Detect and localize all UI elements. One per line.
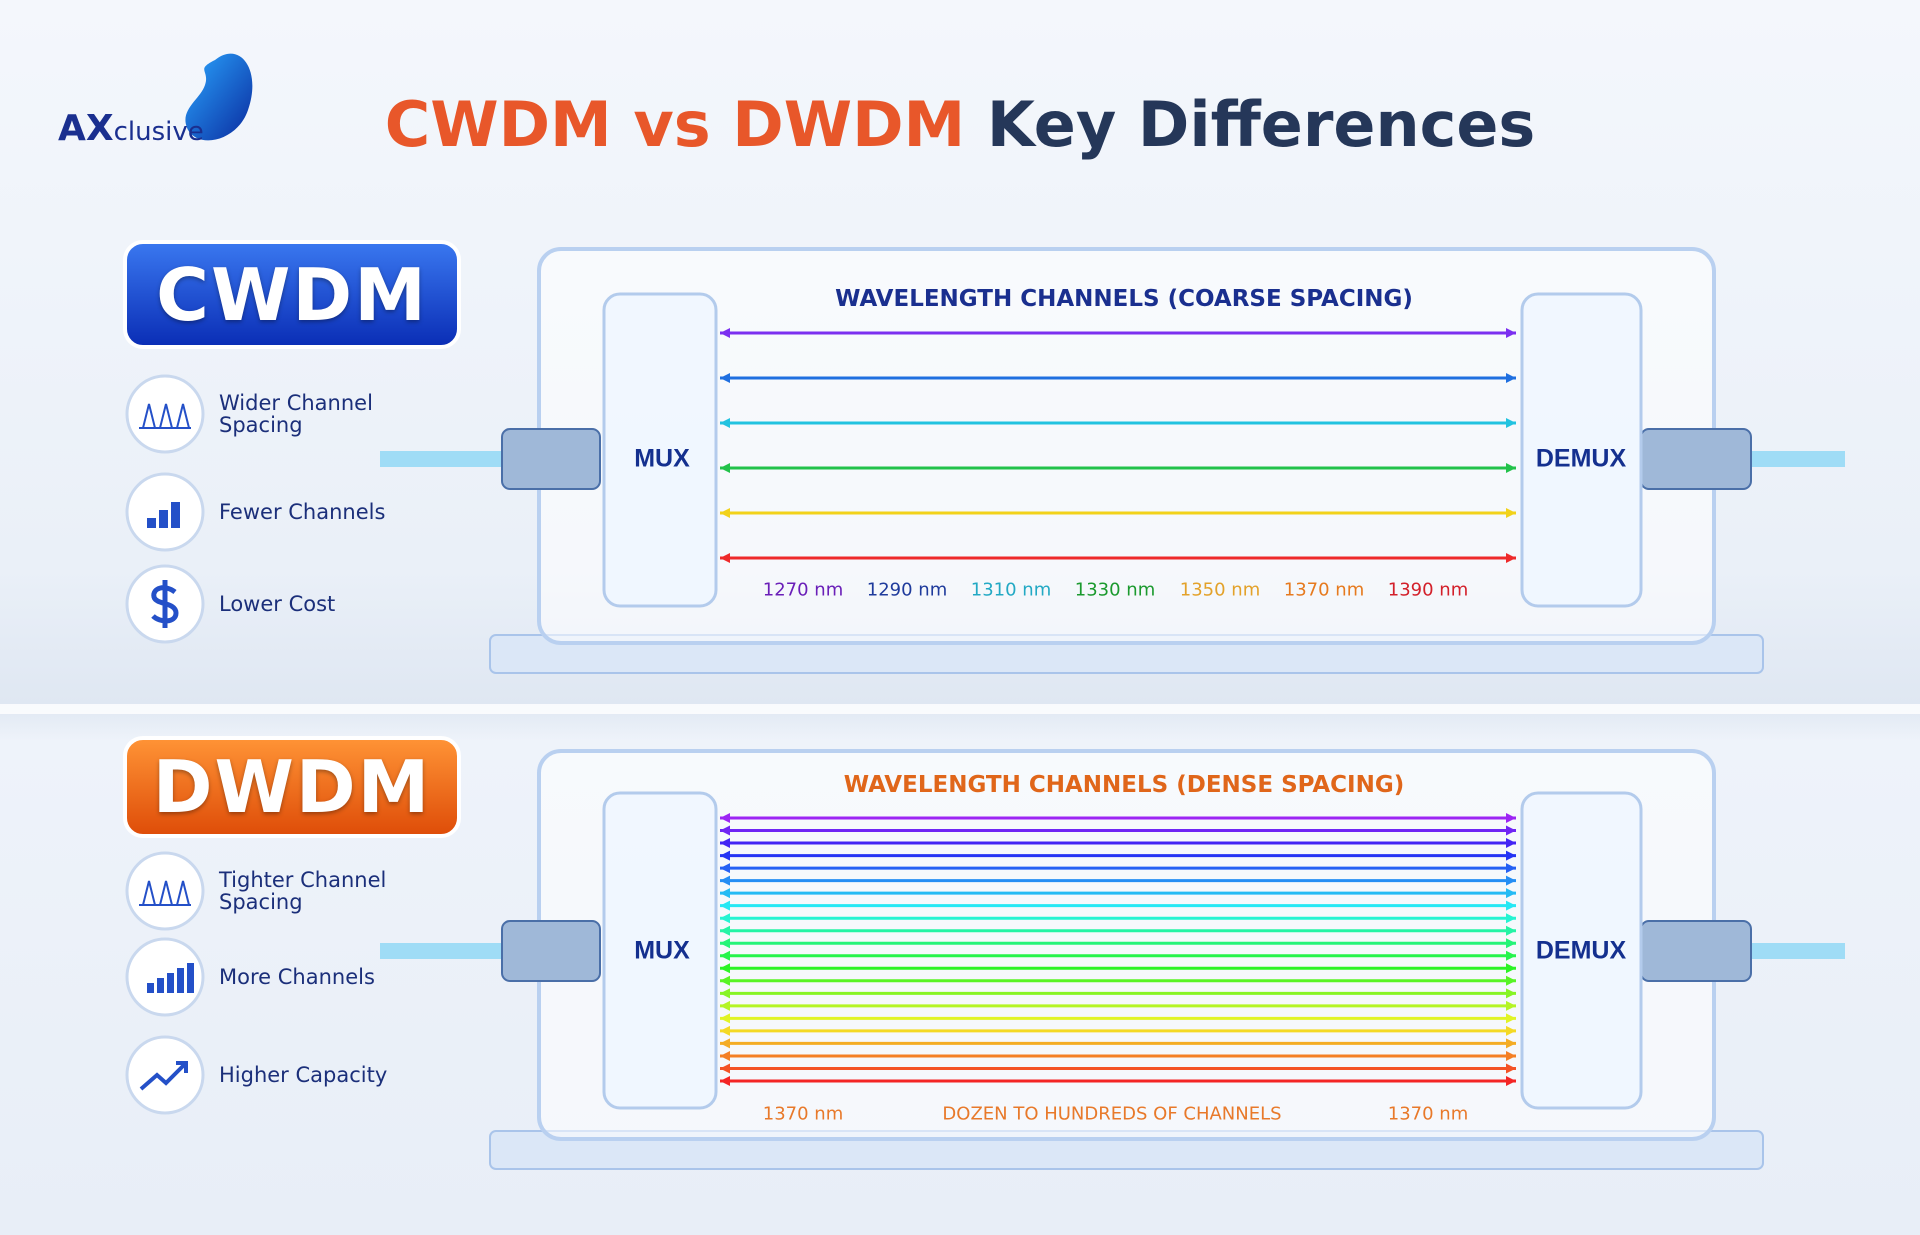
wavelength-label: 1350 nm xyxy=(1179,579,1261,601)
fiber-right xyxy=(1745,943,1845,959)
diagram-title: WAVELENGTH CHANNELS (COARSE SPACING) xyxy=(835,286,1413,312)
demux-label: DEMUX xyxy=(1535,936,1627,965)
icon-bar xyxy=(177,968,184,993)
feature-text: Higher Capacity xyxy=(219,1063,388,1087)
icon-bar xyxy=(171,502,180,528)
mux-box xyxy=(602,791,718,1110)
badge: CWDM xyxy=(156,252,428,337)
icon-bar xyxy=(147,983,154,993)
feature-text: Lower Cost xyxy=(219,592,336,616)
icon-peaks xyxy=(139,403,191,429)
wavelength-label: 1390 nm xyxy=(1387,579,1469,601)
icon-bar xyxy=(167,973,174,993)
wavelength-label: 1310 nm xyxy=(970,579,1052,601)
icon-bar xyxy=(159,510,168,528)
wavelength-label: 1270 nm xyxy=(762,579,844,601)
icon-bar xyxy=(187,963,194,993)
diagram-title: WAVELENGTH CHANNELS (DENSE SPACING) xyxy=(843,772,1405,798)
connector-right xyxy=(1640,920,1752,982)
logo: AXclusive xyxy=(58,108,204,149)
fiber-right xyxy=(1745,451,1845,467)
connector-right xyxy=(1640,428,1752,490)
title-highlight: CWDM vs DWDM xyxy=(384,88,966,161)
wavelength-label: 1370 nm xyxy=(1387,1103,1469,1125)
connector-left xyxy=(501,920,601,982)
mux-label: MUX xyxy=(634,444,690,473)
icon-bar xyxy=(157,978,164,993)
feature-text: Wider Channel Spacing xyxy=(219,391,373,437)
demux-label: DEMUX xyxy=(1535,444,1627,473)
badge-box xyxy=(123,736,461,838)
mux-label: MUX xyxy=(634,936,690,965)
logo-mark xyxy=(185,53,253,141)
fiber-left xyxy=(380,943,510,959)
wavelength-label: 1330 nm xyxy=(1074,579,1156,601)
badge-box xyxy=(123,240,461,349)
wavelength-label: 1370 nm xyxy=(1283,579,1365,601)
feature-text: More Channels xyxy=(219,965,375,989)
feature-icon-bg xyxy=(125,1035,205,1115)
icon-trend xyxy=(139,1061,188,1091)
mux-box xyxy=(602,292,718,608)
fiber-left xyxy=(380,451,510,467)
wavelength-label: DOZEN TO HUNDREDS OF CHANNELS xyxy=(942,1103,1282,1125)
title: CWDM vs DWDM Key Differences xyxy=(385,88,1536,161)
wavelength-label: 1290 nm xyxy=(866,579,948,601)
wavelength-label: 1370 nm xyxy=(762,1103,844,1125)
demux-box xyxy=(1520,292,1643,608)
connector-left xyxy=(501,428,601,490)
logo-bold: AX xyxy=(58,108,114,149)
icon-bar xyxy=(147,518,156,528)
icon-peaks xyxy=(139,880,191,906)
feature-icon-bg xyxy=(125,851,205,931)
feature-text: Tighter Channel Spacing xyxy=(219,868,387,914)
title-rest: Key Differences xyxy=(986,88,1536,161)
feature-icon-bg xyxy=(125,937,205,1017)
feature-icon-bg xyxy=(125,374,205,454)
divider xyxy=(0,704,1920,714)
icon-dollar xyxy=(151,580,179,628)
badge: DWDM xyxy=(152,745,432,829)
demux-box xyxy=(1520,791,1643,1110)
logo-rest: clusive xyxy=(113,117,204,147)
feature-text: Fewer Channels xyxy=(219,500,386,524)
